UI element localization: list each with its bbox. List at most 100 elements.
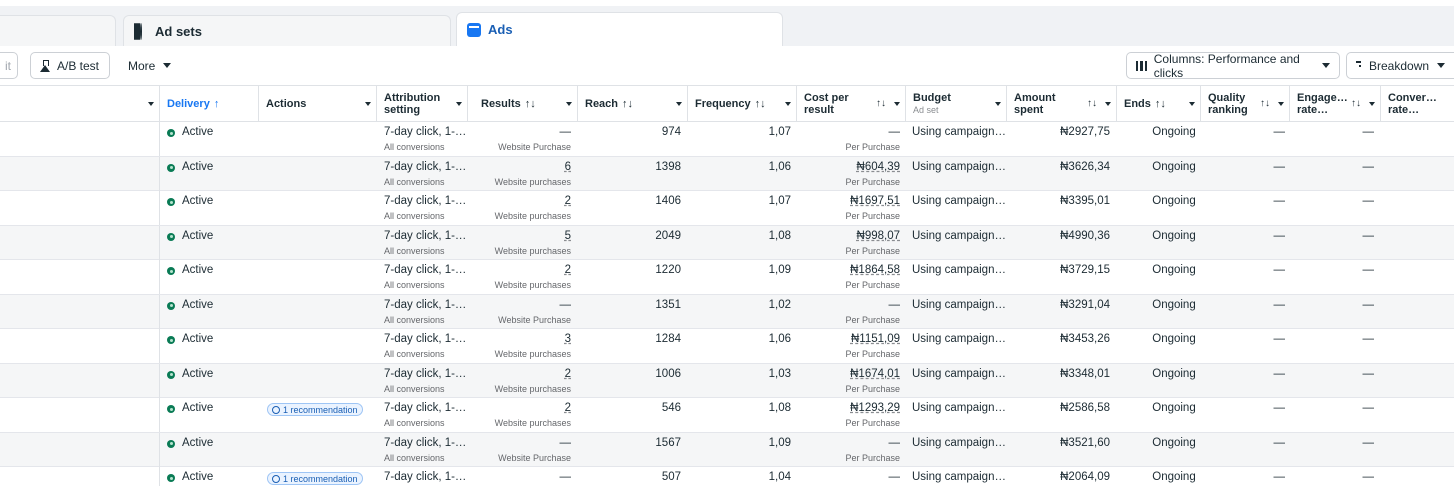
ad-name-cell[interactable] (0, 363, 160, 398)
header-budget[interactable]: Budget Ad set (906, 86, 1007, 122)
table-row[interactable]: Active 7-day click, 1-… All conversions 3 We… (0, 329, 1454, 364)
cost-per-result-value[interactable]: ₦1674,01 (850, 367, 900, 380)
cost-per-result-value[interactable]: ₦1151,09 (850, 333, 900, 345)
results-value[interactable]: 2 (564, 264, 571, 276)
amount-spent-value: ₦2064,09 (1060, 471, 1110, 483)
cost-per-result-value[interactable]: ₦998,07 (856, 229, 900, 242)
recommendation-label: 1 recommendation (283, 404, 358, 415)
results-cell: 3 Website purchases (468, 329, 578, 363)
breakdown-button[interactable]: Breakdown (1346, 52, 1454, 79)
conversion-rate-cell (1381, 467, 1454, 486)
header-engage-line1: Engage… (1297, 92, 1348, 104)
ad-name-cell[interactable] (0, 294, 160, 329)
table-row[interactable]: Active 7-day click, 1-… All conversions 2 We… (0, 191, 1454, 226)
table-row[interactable]: Active 1 recommendation 7-day click, 1-… Al… (0, 398, 1454, 433)
chevron-down-icon (1278, 102, 1284, 106)
header-engagement-rate[interactable]: Engage… rate… ↑↓ (1290, 86, 1381, 122)
table-row[interactable]: Active 7-day click, 1-… All conversions — We… (0, 294, 1454, 329)
more-button[interactable]: More (118, 52, 182, 79)
delivery-status: Active (182, 436, 214, 449)
ad-name-cell[interactable] (0, 191, 160, 225)
header-name[interactable] (0, 86, 160, 122)
recommendation-badge[interactable]: 1 recommendation (267, 403, 363, 416)
results-value[interactable]: 2 (564, 195, 571, 207)
ad-name-cell[interactable] (0, 122, 160, 156)
results-value[interactable]: — (559, 436, 572, 449)
frequency-value: 1,08 (768, 229, 791, 242)
conversion-rate-cell (1381, 122, 1454, 156)
delivery-cell: Active (160, 260, 258, 294)
results-value[interactable]: 2 (564, 367, 571, 380)
ad-name-cell[interactable] (0, 225, 160, 260)
results-value[interactable]: 5 (564, 229, 571, 242)
chevron-down-icon (365, 102, 371, 106)
header-reach[interactable]: Reach ↑↓ (578, 86, 688, 122)
results-value[interactable]: — (559, 471, 572, 483)
header-actions[interactable]: Actions (259, 86, 377, 122)
columns-button[interactable]: Columns: Performance and clicks (1126, 52, 1340, 80)
tab-ads[interactable]: Ads (456, 12, 783, 46)
header-results[interactable]: Results ↑↓ (468, 86, 578, 122)
quality-ranking-cell: — (1201, 226, 1290, 260)
ad-name-cell[interactable] (0, 260, 160, 294)
ends-value: Ongoing (1152, 126, 1196, 138)
ad-name-cell[interactable] (0, 329, 160, 363)
header-attribution-line1: Attribution (384, 92, 441, 104)
header-delivery-label: Delivery (167, 98, 210, 110)
sort-icon: ↑↓ (524, 98, 536, 110)
tab-ad-sets[interactable]: Ad sets (123, 15, 451, 46)
reach-cell: 1220 (578, 260, 688, 294)
header-quality-ranking[interactable]: Quality ranking ↑↓ (1201, 86, 1290, 122)
header-attribution[interactable]: Attribution setting (377, 86, 468, 122)
chevron-down-icon (995, 102, 1001, 106)
cost-per-result-value[interactable]: — (888, 298, 901, 311)
header-results-label: Results (481, 98, 521, 110)
sort-icon: ↑↓ (754, 98, 766, 110)
cost-per-result-value[interactable]: ₦1697,51 (850, 195, 900, 207)
cost-per-result-cell: ₦604,39 Per Purchase (797, 157, 906, 191)
budget-cell: Using campaign… (906, 398, 1007, 432)
cost-per-result-value[interactable]: ₦1864,58 (850, 264, 900, 276)
tab-campaigns[interactable] (0, 15, 116, 46)
cost-per-result-value[interactable]: — (888, 126, 901, 138)
delivery-status: Active (182, 402, 214, 414)
results-value[interactable]: 6 (564, 160, 571, 173)
table-row[interactable]: Active 7-day click, 1-… All conversions 2 We… (0, 363, 1454, 398)
header-conversion-rate[interactable]: Conver… rate… (1381, 86, 1454, 122)
table-row[interactable]: Active 7-day click, 1-… All conversions — We… (0, 122, 1454, 157)
attribution-value: 7-day click, 1-… (384, 436, 467, 449)
ad-name-cell[interactable] (0, 156, 160, 191)
cost-per-result-value[interactable]: ₦1293,29 (850, 402, 900, 414)
frequency-value: 1,03 (768, 367, 791, 380)
cost-per-result-value[interactable]: — (888, 471, 901, 483)
header-cost-per-result[interactable]: Cost per result ↑↓ (797, 86, 906, 122)
ad-name-cell[interactable] (0, 467, 160, 486)
ab-test-button[interactable]: A/B test (30, 52, 110, 79)
header-frequency[interactable]: Frequency ↑↓ (688, 86, 797, 122)
results-sub: Website purchases (494, 349, 571, 359)
header-amount-spent[interactable]: Amount spent ↑↓ (1007, 86, 1117, 122)
recommendation-badge[interactable]: 1 recommendation (267, 472, 363, 485)
reach-value: 1006 (655, 367, 681, 380)
chevron-down-icon (1369, 102, 1375, 106)
table-row[interactable]: Active 7-day click, 1-… All conversions 6 We… (0, 156, 1454, 191)
edit-button[interactable]: it (0, 52, 18, 79)
table-row[interactable]: Active 7-day click, 1-… All conversions — We… (0, 432, 1454, 467)
actions-cell (259, 433, 377, 467)
conversion-rate-cell (1381, 191, 1454, 225)
table-row[interactable]: Active 7-day click, 1-… All conversions 2 We… (0, 260, 1454, 295)
cost-per-result-sub: Per Purchase (845, 452, 900, 463)
cost-per-result-value[interactable]: ₦604,39 (856, 160, 900, 173)
results-value[interactable]: 3 (564, 333, 571, 345)
header-delivery[interactable]: Delivery ↑ (160, 86, 259, 122)
chevron-down-icon (1189, 102, 1195, 106)
results-value[interactable]: 2 (564, 402, 571, 414)
header-ends[interactable]: Ends ↑↓ (1117, 86, 1201, 122)
ad-name-cell[interactable] (0, 432, 160, 467)
results-value[interactable]: — (559, 126, 572, 138)
table-row[interactable]: Active 7-day click, 1-… All conversions 5 We… (0, 225, 1454, 260)
ad-name-cell[interactable] (0, 398, 160, 432)
results-value[interactable]: — (559, 298, 572, 311)
cost-per-result-value[interactable]: — (888, 436, 901, 449)
table-row[interactable]: Active 1 recommendation 7-day click, 1-… — 5… (0, 467, 1454, 486)
